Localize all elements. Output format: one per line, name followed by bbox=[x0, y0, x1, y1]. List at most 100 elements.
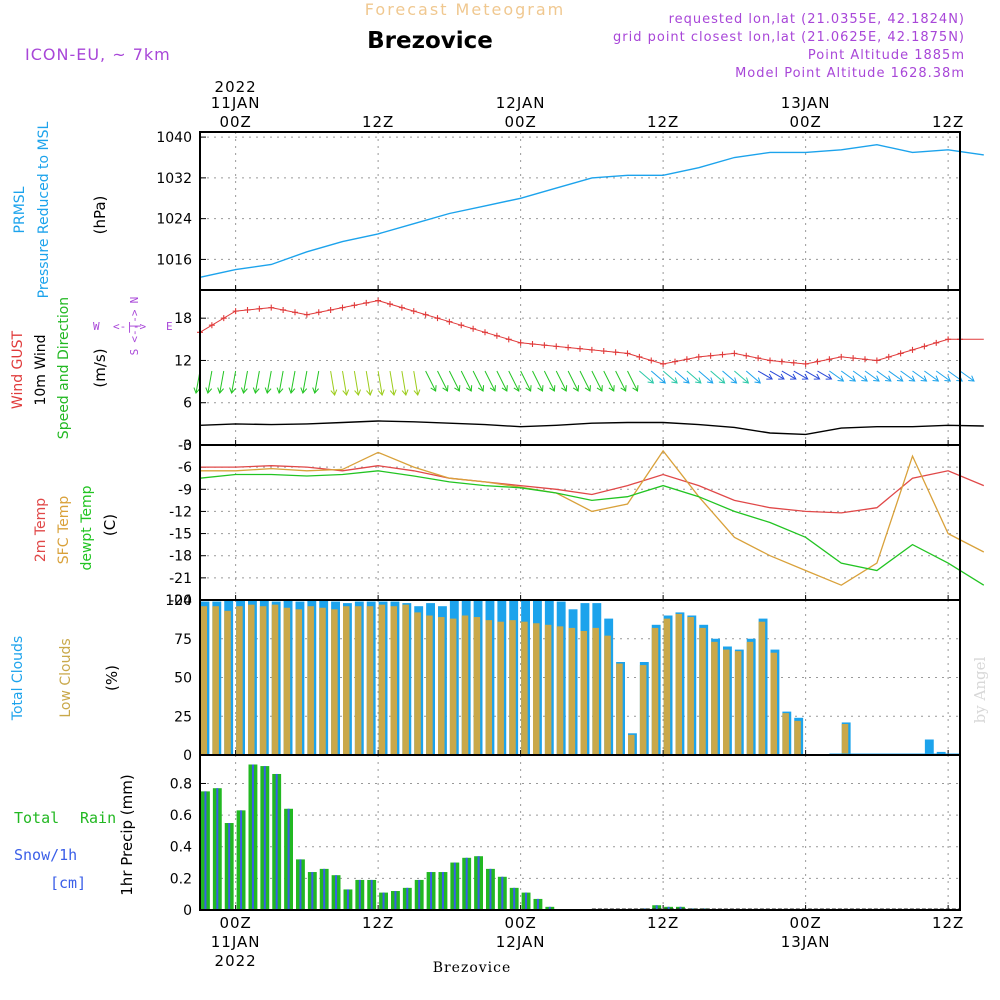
wind-arrow-head bbox=[525, 385, 532, 392]
wind-direction-arrow bbox=[924, 370, 939, 382]
low-cloud-bar bbox=[604, 635, 611, 755]
snow-bar bbox=[275, 773, 278, 910]
snow-bar bbox=[525, 892, 528, 910]
wind-arrow-head bbox=[501, 385, 508, 392]
low-cloud-bar bbox=[746, 641, 754, 755]
gust-marker bbox=[755, 355, 762, 362]
wind-ytick-label: 0 bbox=[183, 438, 192, 454]
snow-bar bbox=[548, 906, 551, 910]
temp-ytick-label: -15 bbox=[169, 527, 192, 543]
wind-gust-label: Wind GUST bbox=[10, 330, 26, 409]
gust-marker bbox=[577, 345, 583, 352]
wind-10m-label: 10m Wind bbox=[33, 334, 49, 405]
wind-direction-arrow bbox=[278, 370, 284, 394]
gust-marker bbox=[885, 353, 892, 360]
clouds-ytick-label: 75 bbox=[174, 632, 192, 648]
low-cloud-bar bbox=[402, 604, 409, 755]
gust-marker bbox=[683, 356, 690, 363]
gust-marker bbox=[327, 306, 334, 313]
time-label-bottom: 12Z bbox=[362, 914, 394, 932]
wind-direction-arrow bbox=[615, 370, 627, 392]
wind-direction-arrow bbox=[935, 370, 951, 382]
wind-arrow-head bbox=[920, 375, 928, 382]
wind-direction-arrow bbox=[900, 370, 915, 382]
wind-direction-arrow bbox=[567, 370, 579, 392]
wind-direction-arrow bbox=[330, 370, 336, 396]
wind-direction-arrow bbox=[579, 370, 591, 392]
low-cloud-bar bbox=[556, 626, 564, 755]
plot-area: 1016 1024 1032 1040 0 6 12 18 -24 -21 -18 -15 -12 -9 -… bbox=[156, 78, 985, 970]
wind-direction-arrow bbox=[734, 370, 749, 384]
wind-arrow-head bbox=[354, 389, 361, 396]
snow-bar bbox=[311, 872, 314, 910]
wind-arrow-head bbox=[766, 373, 773, 380]
footer-station: Brezovice bbox=[433, 960, 512, 976]
snow-bar bbox=[251, 764, 254, 910]
time-label-top: 11JAN bbox=[211, 94, 261, 112]
clouds-ytick-label: 50 bbox=[174, 671, 192, 687]
compass-w: W bbox=[93, 320, 100, 333]
snow-bar bbox=[536, 898, 539, 910]
wind-arrow-head bbox=[401, 389, 409, 396]
wind-direction-arrow bbox=[698, 370, 714, 384]
time-label-top: 13JAN bbox=[781, 94, 831, 112]
wind-arrow-head bbox=[754, 377, 761, 384]
low-cloud-bar bbox=[639, 665, 647, 755]
time-label-bottom: 13JAN bbox=[781, 933, 831, 951]
gust-marker bbox=[363, 299, 370, 306]
wind-arrow-head bbox=[264, 387, 272, 394]
wind-ytick-label: 12 bbox=[174, 353, 192, 369]
wind-arrow-head bbox=[801, 373, 809, 380]
snow-bar bbox=[228, 823, 231, 910]
low-cloud-bar bbox=[461, 615, 469, 755]
wind-direction-arrow bbox=[437, 370, 448, 392]
snow-bar bbox=[299, 859, 302, 910]
low-cloud-bar bbox=[224, 610, 231, 755]
gust-marker bbox=[220, 315, 227, 322]
precip-rain-label: Rain bbox=[80, 809, 116, 827]
wind-arrow-head bbox=[695, 377, 702, 384]
wind-arrow-head bbox=[620, 385, 627, 392]
pressure-ytick-label: 1032 bbox=[156, 171, 192, 187]
precip-frame bbox=[199, 754, 961, 911]
wind-arrow-head bbox=[537, 385, 544, 392]
gust-marker bbox=[541, 342, 548, 349]
precip-ytick-label: 0.8 bbox=[170, 776, 192, 792]
temp-ytick-label: -21 bbox=[169, 571, 192, 587]
wind-arrow-head bbox=[873, 375, 880, 382]
wind-direction-arrow bbox=[413, 370, 419, 396]
compass-arrow-v: <-|-> bbox=[128, 309, 141, 342]
wind-direction-arrow bbox=[365, 370, 371, 396]
wind-direction-arrow bbox=[840, 370, 856, 382]
low-cloud-bar bbox=[699, 627, 706, 755]
low-cloud-bar bbox=[438, 617, 445, 755]
wind-arrow-head bbox=[730, 377, 738, 384]
gust-marker bbox=[873, 357, 880, 364]
precip-cm-label: [cm] bbox=[50, 874, 86, 892]
wind-compass: W E <-|-> N S <-|-> bbox=[93, 297, 173, 356]
low-cloud-bar bbox=[711, 641, 718, 755]
gust-marker bbox=[719, 351, 726, 358]
wind-direction-arrow bbox=[266, 370, 272, 394]
snow-bar bbox=[513, 887, 516, 910]
wind-direction-arrow bbox=[290, 370, 296, 394]
temp-ytick-label: -6 bbox=[178, 460, 192, 476]
wind-arrow-head bbox=[430, 385, 437, 392]
low-cloud-bar bbox=[628, 734, 635, 755]
grid-coords: grid point closest lon,lat (21.0625E, 42… bbox=[613, 30, 965, 45]
low-cloud-bar bbox=[544, 624, 552, 755]
wind-arrow-head bbox=[885, 375, 892, 382]
precip-ytick-label: 0.6 bbox=[170, 808, 192, 824]
wind-direction-arrow bbox=[852, 370, 868, 382]
gust-marker bbox=[493, 332, 500, 339]
gust-marker bbox=[838, 353, 845, 360]
wind-direction-arrow bbox=[686, 370, 702, 384]
temp-dewpt-label: dewpt Temp bbox=[79, 485, 95, 570]
time-label-bottom: 2022 bbox=[215, 952, 257, 970]
wind-10m-line bbox=[199, 420, 984, 436]
wind-direction-arrow bbox=[829, 370, 844, 382]
wind-direction-arrow bbox=[448, 370, 460, 392]
low-cloud-bar bbox=[592, 627, 599, 755]
low-cloud-bar bbox=[782, 713, 789, 755]
gust-marker bbox=[612, 349, 619, 356]
